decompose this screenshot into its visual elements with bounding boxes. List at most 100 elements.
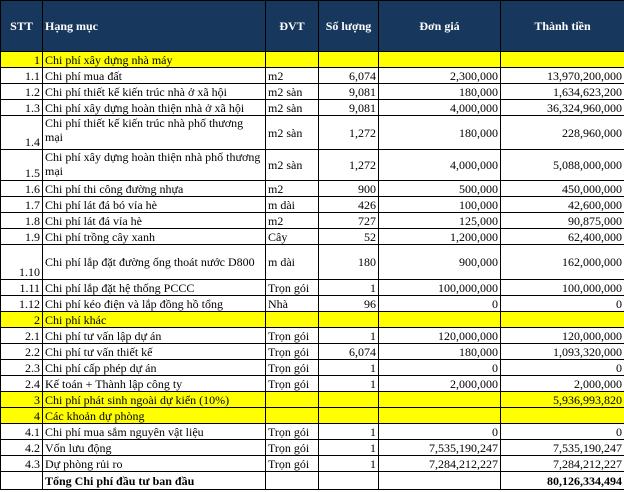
header-qty[interactable]: Số lượng (318, 0, 379, 52)
cell-qty[interactable]: 426 (318, 196, 379, 213)
cell-stt[interactable]: 1.12 (0, 295, 43, 312)
cell-qty[interactable] (318, 471, 379, 490)
cell-item[interactable]: Vốn lưu động (42, 439, 266, 456)
cell-total[interactable] (500, 407, 624, 424)
cell-total[interactable]: 120,000,000 (500, 327, 624, 344)
cell-price[interactable]: 0 (378, 423, 501, 440)
cell-total[interactable]: 100,000,000 (500, 279, 624, 296)
cell-unit[interactable] (265, 407, 319, 424)
cell-unit[interactable]: m2 sàn (265, 115, 319, 150)
header-price[interactable]: Đơn giá (378, 0, 501, 52)
cell-total[interactable]: 7,284,212,227 (500, 455, 624, 472)
cell-item[interactable]: Chi phí xây dựng hoàn thiện nhà phố thươ… (42, 149, 266, 181)
cell-total[interactable]: 1,634,623,200 (500, 83, 624, 100)
cell-stt[interactable]: 4.1 (0, 423, 43, 440)
cell-unit[interactable]: m2 (265, 67, 319, 84)
cell-unit[interactable]: m2 (265, 212, 319, 229)
header-total[interactable]: Thành tiền (500, 0, 624, 52)
cell-price[interactable]: 7,535,190,247 (378, 439, 501, 456)
header-item[interactable]: Hạng mục (42, 0, 266, 52)
cell-unit[interactable]: m2 sàn (265, 83, 319, 100)
cell-stt[interactable]: 1 (0, 51, 43, 68)
cell-item[interactable]: Các khoản dự phòng (42, 407, 266, 424)
cell-stt[interactable]: 1.11 (0, 279, 43, 296)
cell-item[interactable]: Chi phí lát đá bó vỉa hè (42, 196, 266, 213)
cell-stt[interactable]: 1.4 (0, 115, 43, 150)
cell-item[interactable]: Dự phòng rủi ro (42, 455, 266, 472)
cell-unit[interactable]: m2 (265, 180, 319, 197)
cell-qty[interactable]: 1 (318, 423, 379, 440)
cell-price[interactable] (378, 391, 501, 408)
cell-total[interactable] (500, 311, 624, 328)
cell-qty[interactable]: 9,081 (318, 83, 379, 100)
cell-stt[interactable]: 4.2 (0, 439, 43, 456)
cell-unit[interactable]: Trọn gói (265, 343, 319, 360)
cell-qty[interactable]: 1 (318, 359, 379, 376)
cell-item[interactable]: Chi phí khác (42, 311, 266, 328)
cell-qty[interactable]: 1,272 (318, 149, 379, 181)
cell-stt[interactable]: 1.6 (0, 180, 43, 197)
cell-item[interactable]: Kế toán + Thành lập công ty (42, 375, 266, 392)
cell-qty[interactable]: 6,074 (318, 67, 379, 84)
cell-total[interactable]: 7,535,190,247 (500, 439, 624, 456)
cell-stt[interactable]: 2.4 (0, 375, 43, 392)
cell-item[interactable]: Chi phí phát sinh ngoài dự kiến (10%) (42, 391, 266, 408)
cell-price[interactable]: 180,000 (378, 83, 501, 100)
cell-item[interactable]: Chi phí tư vấn lập dự án (42, 327, 266, 344)
cell-unit[interactable]: Trọn gói (265, 423, 319, 440)
header-unit[interactable]: ĐVT (265, 0, 319, 52)
cell-price[interactable]: 180,000 (378, 343, 501, 360)
cell-total[interactable]: 5,936,993,820 (500, 391, 624, 408)
cell-unit[interactable]: Trọn gói (265, 439, 319, 456)
cell-stt[interactable]: 1.10 (0, 244, 43, 280)
cell-stt[interactable]: 3 (0, 391, 43, 408)
cell-price[interactable]: 125,000 (378, 212, 501, 229)
cell-qty[interactable]: 1 (318, 455, 379, 472)
cell-unit[interactable]: m2 sàn (265, 149, 319, 181)
cell-unit[interactable]: Nhà (265, 295, 319, 312)
cell-item[interactable]: Chi phí trồng cây xanh (42, 228, 266, 245)
cell-unit[interactable]: Trọn gói (265, 375, 319, 392)
cell-price[interactable]: 120,000,000 (378, 327, 501, 344)
cell-stt[interactable]: 1.7 (0, 196, 43, 213)
cell-total[interactable]: 2,000,000 (500, 375, 624, 392)
cell-qty[interactable]: 727 (318, 212, 379, 229)
cell-price[interactable] (378, 471, 501, 490)
cell-total[interactable]: 0 (500, 423, 624, 440)
cell-total[interactable]: 90,875,000 (500, 212, 624, 229)
cell-price[interactable]: 100,000 (378, 196, 501, 213)
cell-item[interactable]: Chi phí kéo điện và lắp đồng hồ tổng (42, 295, 266, 312)
cell-stt[interactable]: 1.3 (0, 99, 43, 116)
cell-total[interactable]: 0 (500, 359, 624, 376)
cell-total[interactable]: 5,088,000,000 (500, 149, 624, 181)
cell-item[interactable]: Chi phí lắp đặt đường ống thoát nước D80… (42, 244, 266, 280)
cell-stt[interactable]: 2.2 (0, 343, 43, 360)
cell-stt[interactable]: 2 (0, 311, 43, 328)
cell-item[interactable]: Chi phí mua sắm nguyên vật liệu (42, 423, 266, 440)
cell-item[interactable]: Chi phí thiết kế kiến trúc nhà phố thươn… (42, 115, 266, 150)
cell-qty[interactable]: 1 (318, 439, 379, 456)
cell-qty[interactable] (318, 391, 379, 408)
cell-qty[interactable]: 52 (318, 228, 379, 245)
cell-item[interactable]: Chi phí tư vấn thiết kế (42, 343, 266, 360)
cell-stt[interactable]: 1.9 (0, 228, 43, 245)
cell-unit[interactable]: Trọn gói (265, 327, 319, 344)
cell-price[interactable]: 900,000 (378, 244, 501, 280)
cell-qty[interactable]: 9,081 (318, 99, 379, 116)
cell-item[interactable]: Chi phí lắp đặt hệ thống PCCC (42, 279, 266, 296)
cell-stt[interactable]: 2.1 (0, 327, 43, 344)
cell-item[interactable]: Chi phí thiết kế kiến trúc nhà ở xã hội (42, 83, 266, 100)
cell-unit[interactable]: m dài (265, 196, 319, 213)
cell-total[interactable]: 0 (500, 295, 624, 312)
cell-stt[interactable]: 1.1 (0, 67, 43, 84)
cell-stt[interactable]: 4.3 (0, 455, 43, 472)
cell-total[interactable]: 162,000,000 (500, 244, 624, 280)
cell-qty[interactable]: 1,272 (318, 115, 379, 150)
cell-total[interactable]: 1,093,320,000 (500, 343, 624, 360)
cell-total[interactable]: 80,126,334,494 (500, 471, 624, 490)
cell-price[interactable]: 1,200,000 (378, 228, 501, 245)
cell-qty[interactable] (318, 51, 379, 68)
cell-total[interactable]: 62,400,000 (500, 228, 624, 245)
cell-total[interactable]: 450,000,000 (500, 180, 624, 197)
cell-stt[interactable]: 2.3 (0, 359, 43, 376)
